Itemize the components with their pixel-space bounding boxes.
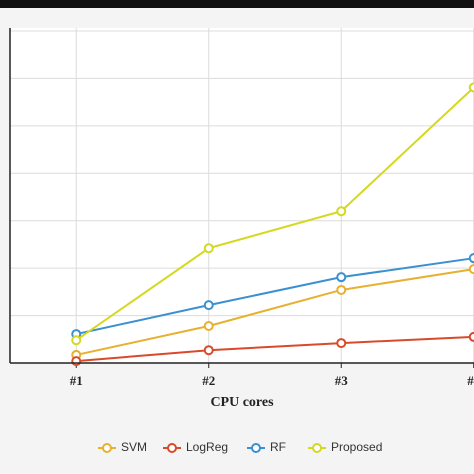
series-line <box>76 257 474 336</box>
data-point <box>336 338 347 349</box>
data-point <box>468 253 474 264</box>
series-line <box>76 335 474 363</box>
plot-area <box>10 28 474 363</box>
x-tick-label: #2 <box>202 373 215 388</box>
data-point <box>203 300 214 311</box>
x-tick-label: #4 <box>467 373 474 388</box>
lines <box>71 82 474 367</box>
x-tick-label: #1 <box>70 373 83 388</box>
legend-marker <box>102 443 112 453</box>
legend-label: RF <box>270 440 286 454</box>
data-point <box>71 335 82 346</box>
data-point <box>336 272 347 283</box>
series-line <box>75 86 474 342</box>
x-tick-label: #3 <box>335 373 349 388</box>
legend: SVM LogReg RF Proposed <box>98 440 382 454</box>
data-point <box>203 243 214 254</box>
data-point <box>468 82 474 93</box>
data-point <box>203 345 214 356</box>
data-point <box>336 284 347 295</box>
legend-marker <box>251 443 261 453</box>
series-line <box>76 268 474 356</box>
legend-label: SVM <box>121 440 147 454</box>
x-axis-label: CPU cores <box>210 395 274 410</box>
legend-label: Proposed <box>331 440 382 454</box>
data-point <box>336 206 347 217</box>
data-point <box>71 356 82 367</box>
data-point <box>203 321 214 332</box>
data-point <box>468 264 474 275</box>
top-strip <box>0 0 474 8</box>
legend-label: LogReg <box>186 440 228 454</box>
data-point <box>468 331 474 342</box>
legend-marker <box>167 443 177 453</box>
legend-marker <box>312 443 322 453</box>
